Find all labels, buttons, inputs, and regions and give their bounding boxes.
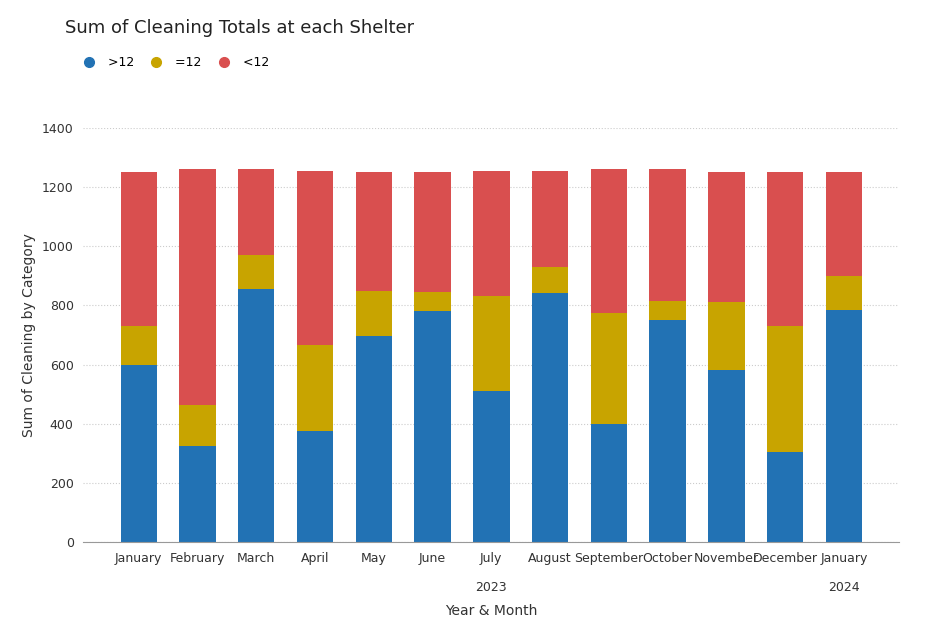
X-axis label: Year & Month: Year & Month bbox=[445, 604, 538, 618]
Bar bbox=[356, 336, 392, 542]
Bar bbox=[473, 391, 510, 542]
Bar bbox=[297, 345, 333, 431]
Bar bbox=[179, 446, 216, 542]
Bar bbox=[650, 301, 686, 320]
Bar bbox=[708, 302, 744, 371]
Bar bbox=[767, 326, 804, 452]
Bar bbox=[473, 170, 510, 297]
Bar bbox=[532, 170, 568, 267]
Bar bbox=[650, 320, 686, 542]
Bar bbox=[590, 169, 627, 313]
Bar bbox=[121, 326, 157, 364]
Bar bbox=[121, 172, 157, 326]
Bar bbox=[238, 169, 274, 255]
Text: 2024: 2024 bbox=[828, 581, 859, 594]
Bar bbox=[121, 364, 157, 542]
Text: 2023: 2023 bbox=[476, 581, 507, 594]
Bar bbox=[826, 276, 862, 310]
Y-axis label: Sum of Cleaning by Category: Sum of Cleaning by Category bbox=[22, 233, 36, 437]
Bar bbox=[767, 452, 804, 542]
Bar bbox=[356, 172, 392, 290]
Bar bbox=[590, 424, 627, 542]
Bar bbox=[473, 297, 510, 391]
Bar bbox=[297, 431, 333, 542]
Bar bbox=[826, 310, 862, 542]
Bar bbox=[414, 172, 451, 292]
Legend:  >12,  =12,  <12: >12, =12, <12 bbox=[71, 51, 274, 74]
Bar bbox=[179, 404, 216, 446]
Text: Sum of Cleaning Totals at each Shelter: Sum of Cleaning Totals at each Shelter bbox=[65, 19, 414, 37]
Bar bbox=[238, 289, 274, 542]
Bar bbox=[414, 292, 451, 311]
Bar bbox=[708, 371, 744, 542]
Bar bbox=[356, 290, 392, 336]
Bar bbox=[826, 172, 862, 276]
Bar bbox=[179, 169, 216, 404]
Bar bbox=[238, 255, 274, 289]
Bar bbox=[532, 293, 568, 542]
Bar bbox=[590, 313, 627, 424]
Bar bbox=[414, 311, 451, 542]
Bar bbox=[767, 172, 804, 326]
Bar bbox=[532, 267, 568, 293]
Bar bbox=[297, 170, 333, 345]
Bar bbox=[650, 169, 686, 301]
Bar bbox=[708, 172, 744, 302]
